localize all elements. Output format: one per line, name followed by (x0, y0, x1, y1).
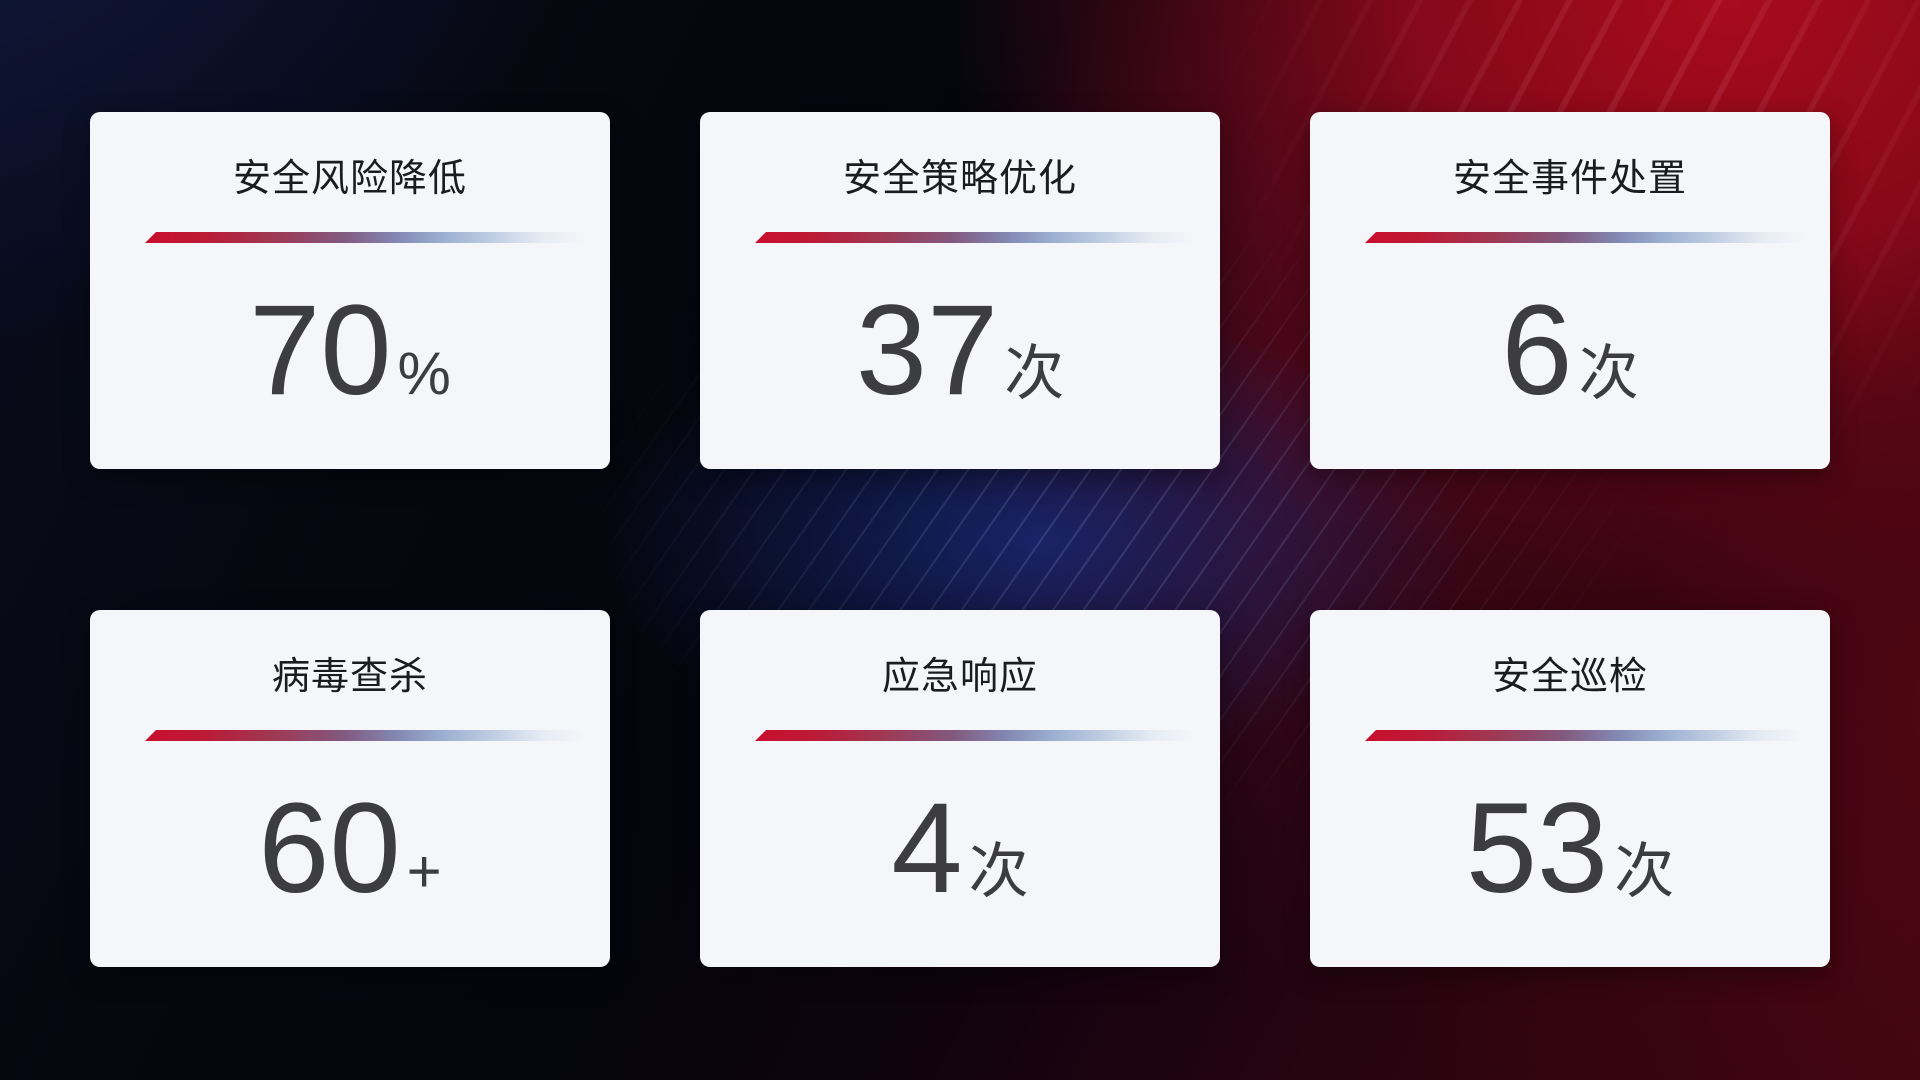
stat-card-risk-reduction: 安全风险降低 70 % (90, 112, 610, 469)
stat-value: 37 (855, 279, 999, 422)
gradient-divider (145, 730, 585, 741)
gradient-divider (755, 232, 1195, 243)
gradient-divider (1365, 232, 1805, 243)
stat-value-row: 6 次 (1310, 287, 1830, 415)
stat-card-title: 安全事件处置 (1452, 158, 1687, 200)
stat-card-policy-optimization: 安全策略优化 37 次 (700, 112, 1220, 469)
stat-unit: + (406, 838, 442, 905)
stat-card-title: 安全策略优化 (842, 158, 1077, 200)
gradient-divider (145, 232, 585, 243)
stat-value: 70 (249, 279, 392, 422)
stat-card-title: 安全巡检 (1491, 656, 1648, 698)
gradient-divider (1365, 730, 1805, 741)
stat-value: 6 (1501, 279, 1573, 422)
stat-value: 4 (891, 777, 963, 920)
stat-unit: % (397, 340, 451, 407)
stat-value: 60 (258, 777, 401, 920)
stat-unit: 次 (968, 838, 1029, 905)
stat-card-title: 应急响应 (881, 656, 1038, 698)
stat-value: 53 (1465, 777, 1609, 920)
stat-value-row: 37 次 (700, 287, 1220, 415)
stat-value-row: 60 + (90, 785, 610, 913)
stat-card-virus-scan: 病毒查杀 60 + (90, 610, 610, 967)
stat-unit: 次 (1004, 340, 1065, 407)
stat-card-title: 安全风险降低 (232, 158, 467, 200)
stat-card-emergency-response: 应急响应 4 次 (700, 610, 1220, 967)
stat-card-security-inspection: 安全巡检 53 次 (1310, 610, 1830, 967)
stat-value-row: 53 次 (1310, 785, 1830, 913)
stat-value-row: 70 % (90, 287, 610, 415)
stat-card-incident-handling: 安全事件处置 6 次 (1310, 112, 1830, 469)
gradient-divider (755, 730, 1195, 741)
stat-unit: 次 (1578, 340, 1639, 407)
stat-unit: 次 (1614, 838, 1675, 905)
stat-card-title: 病毒查杀 (271, 656, 428, 698)
stat-value-row: 4 次 (700, 785, 1220, 913)
